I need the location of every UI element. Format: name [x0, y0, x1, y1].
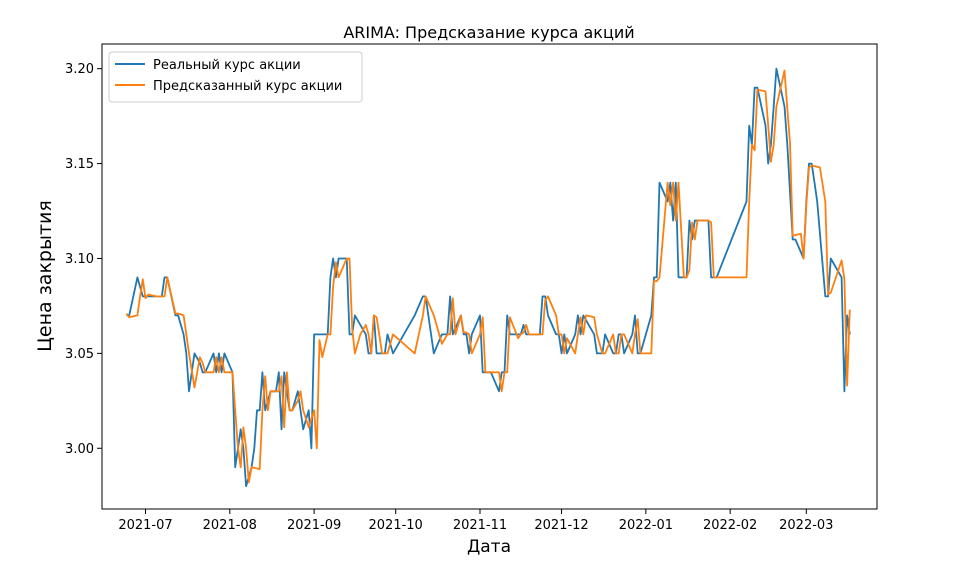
series-lines: [125, 67, 851, 488]
x-tick-label: 2021-09: [287, 518, 341, 533]
y-tick-label: 3.20: [65, 62, 94, 77]
legend-label-real: Реальный курс акции: [153, 58, 301, 73]
x-tick-label: 2022-02: [703, 518, 757, 533]
chart-title: ARIMA: Предсказание курса акций: [343, 23, 634, 42]
x-tick-label: 2021-07: [118, 518, 172, 533]
y-axis-label: Цена закрытия: [34, 200, 56, 352]
series-line-real: [126, 67, 851, 488]
series-line-predicted: [125, 69, 851, 484]
x-tick-label: 2021-10: [369, 518, 423, 533]
x-axis-label: Дата: [467, 537, 511, 557]
x-tick-label: 2021-11: [453, 518, 507, 533]
axes-frame: [101, 43, 878, 510]
y-tick-label: 3.05: [65, 347, 94, 362]
x-tick-label: 2022-01: [619, 518, 673, 533]
legend: Реальный курс акции Предсказанный курс а…: [108, 51, 363, 103]
plot-area: [101, 43, 878, 510]
y-axis: 3.00 3.05 3.10 3.15 3.20: [65, 62, 102, 457]
x-tick-label: 2021-12: [534, 518, 588, 533]
legend-box: [108, 51, 363, 103]
x-tick-label: 2021-08: [203, 518, 257, 533]
y-tick-label: 3.00: [65, 442, 94, 457]
x-tick-label: 2022-03: [779, 518, 833, 533]
legend-label-predicted: Предсказанный курс акции: [153, 79, 342, 94]
y-tick-label: 3.15: [65, 157, 94, 172]
y-tick-label: 3.10: [65, 252, 94, 267]
x-axis: 2021-07 2021-08 2021-09 2021-10 2021-11 2021-…: [118, 509, 833, 533]
